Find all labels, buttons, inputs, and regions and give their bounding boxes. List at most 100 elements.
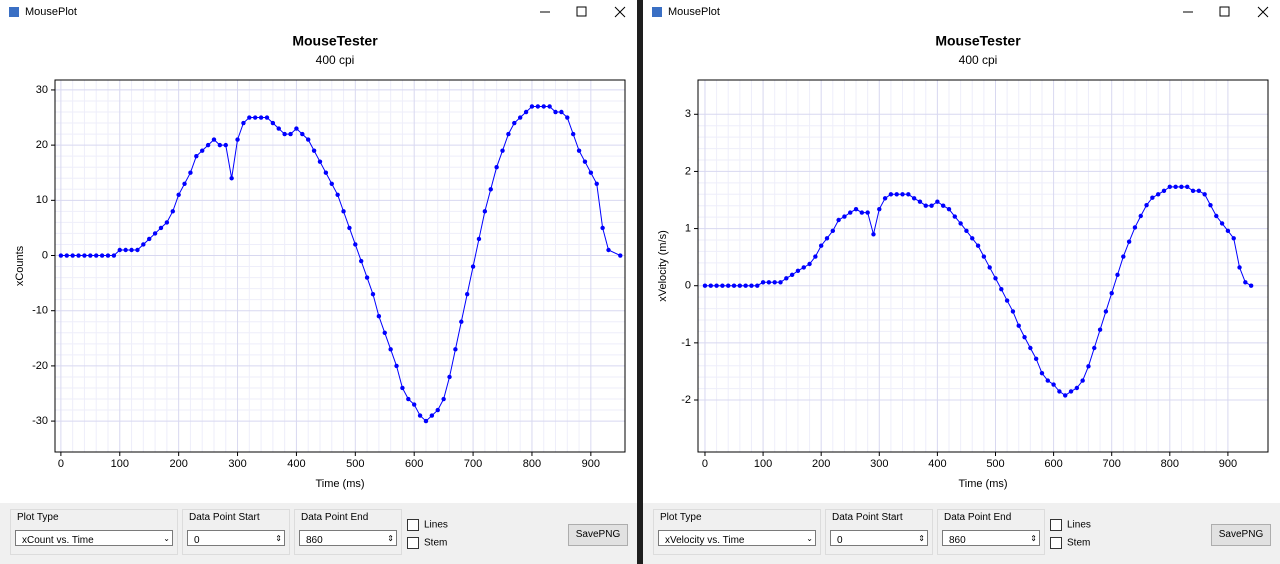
data-point-end-group: Data Point End 860 ⇕ bbox=[294, 509, 402, 555]
spin-button[interactable]: ⇕ bbox=[275, 534, 282, 543]
y-tick-label: 2 bbox=[685, 165, 691, 177]
data-point bbox=[766, 280, 772, 285]
data-point bbox=[1028, 345, 1033, 351]
stem-checkbox[interactable]: Stem bbox=[1050, 537, 1090, 549]
data-point bbox=[600, 225, 605, 231]
data-point bbox=[576, 148, 582, 153]
spin-button[interactable]: ⇕ bbox=[387, 534, 394, 543]
data-point bbox=[506, 131, 511, 137]
data-point bbox=[388, 347, 393, 352]
data-point bbox=[111, 253, 117, 258]
lines-label: Lines bbox=[424, 519, 448, 531]
lines-checkbox[interactable]: Lines bbox=[407, 519, 448, 531]
save-png-button[interactable]: SavePNG bbox=[1211, 524, 1271, 546]
data-point bbox=[400, 385, 405, 391]
data-point bbox=[435, 407, 440, 413]
y-tick-label: -2 bbox=[681, 394, 691, 406]
data-point bbox=[147, 236, 152, 242]
data-point bbox=[170, 209, 175, 214]
data-point bbox=[935, 199, 940, 204]
data-point bbox=[288, 131, 293, 137]
data-point-start-input[interactable]: 0 ⇕ bbox=[187, 530, 285, 546]
data-point bbox=[141, 242, 146, 247]
y-axis-label: xCounts bbox=[14, 245, 26, 286]
data-point-end-input[interactable]: 860 ⇕ bbox=[942, 530, 1040, 546]
data-point bbox=[1022, 334, 1027, 340]
data-point bbox=[784, 276, 789, 281]
data-point bbox=[459, 319, 464, 324]
data-point bbox=[743, 283, 748, 288]
data-point-end-input[interactable]: 860 ⇕ bbox=[299, 530, 397, 546]
data-point bbox=[211, 137, 217, 142]
chart: MousePlot MouseTester 400 cpi 0 100 200 300 400… bbox=[652, 6, 1269, 490]
plot-type-input[interactable]: xVelocity vs. Time ⌄ bbox=[658, 530, 816, 546]
data-point bbox=[341, 209, 346, 214]
close-button[interactable] bbox=[614, 6, 626, 18]
data-point bbox=[1214, 213, 1219, 219]
data-point bbox=[888, 192, 894, 197]
save-png-button[interactable]: SavePNG bbox=[568, 524, 628, 546]
data-point bbox=[894, 192, 899, 197]
data-point bbox=[105, 253, 111, 258]
data-point bbox=[1219, 221, 1225, 226]
data-point bbox=[964, 228, 969, 234]
data-point bbox=[264, 115, 270, 120]
data-point bbox=[129, 247, 134, 253]
chart-subtitle: 400 cpi bbox=[316, 53, 355, 67]
plot-type-value: xVelocity vs. Time bbox=[665, 535, 745, 546]
lines-checkbox[interactable]: Lines bbox=[1050, 519, 1091, 531]
data-point bbox=[1225, 228, 1231, 234]
data-point bbox=[223, 142, 228, 148]
data-point-end-label: Data Point End bbox=[944, 512, 1012, 523]
data-point-start-value: 0 bbox=[837, 535, 843, 546]
plot-type-group: Plot Type xVelocity vs. Time ⌄ bbox=[653, 509, 821, 555]
chart-title: MouseTester bbox=[292, 33, 378, 49]
data-point bbox=[547, 104, 552, 109]
data-point bbox=[1097, 327, 1103, 332]
data-point bbox=[853, 206, 859, 212]
data-point bbox=[818, 243, 824, 248]
dropdown-arrow[interactable]: ⌄ bbox=[806, 534, 813, 543]
data-point bbox=[235, 137, 240, 142]
data-point bbox=[946, 206, 952, 212]
data-point-start-input[interactable]: 0 ⇕ bbox=[830, 530, 928, 546]
data-point bbox=[708, 283, 713, 288]
data-point bbox=[553, 109, 558, 115]
x-tick-label: 500 bbox=[346, 458, 364, 470]
data-point bbox=[1016, 323, 1021, 328]
close-button[interactable] bbox=[1257, 6, 1269, 18]
data-point bbox=[618, 253, 623, 258]
plot-type-input[interactable]: xCount vs. Time ⌄ bbox=[15, 530, 173, 546]
data-point bbox=[317, 159, 323, 164]
data-point bbox=[1208, 202, 1213, 208]
data-point bbox=[1103, 309, 1109, 314]
dropdown-arrow[interactable]: ⌄ bbox=[163, 534, 170, 543]
data-point bbox=[993, 276, 998, 281]
data-point bbox=[900, 192, 905, 197]
maximize-button[interactable] bbox=[576, 6, 587, 17]
y-axis-label: xVelocity (m/s) bbox=[657, 230, 669, 302]
spin-button[interactable]: ⇕ bbox=[1030, 534, 1037, 543]
plot-frame bbox=[54, 79, 626, 453]
data-point bbox=[1010, 309, 1016, 314]
data-point bbox=[123, 247, 128, 253]
x-axis-label: Time (ms) bbox=[958, 478, 1007, 490]
spin-button[interactable]: ⇕ bbox=[918, 534, 925, 543]
data-point bbox=[582, 159, 588, 164]
data-point bbox=[772, 280, 777, 285]
data-point bbox=[594, 181, 599, 186]
data-point bbox=[370, 291, 376, 297]
data-point bbox=[294, 126, 299, 131]
app-icon bbox=[652, 7, 662, 17]
data-point bbox=[702, 283, 708, 288]
data-point bbox=[1045, 378, 1050, 383]
stem-checkbox[interactable]: Stem bbox=[407, 537, 447, 549]
data-point bbox=[877, 206, 882, 212]
data-point bbox=[570, 131, 576, 137]
x-tick-label: 900 bbox=[582, 458, 600, 470]
maximize-button[interactable] bbox=[1219, 6, 1230, 17]
data-point bbox=[176, 192, 181, 198]
data-point bbox=[517, 115, 523, 120]
x-tick-label: 200 bbox=[812, 458, 830, 470]
data-point bbox=[270, 120, 276, 126]
